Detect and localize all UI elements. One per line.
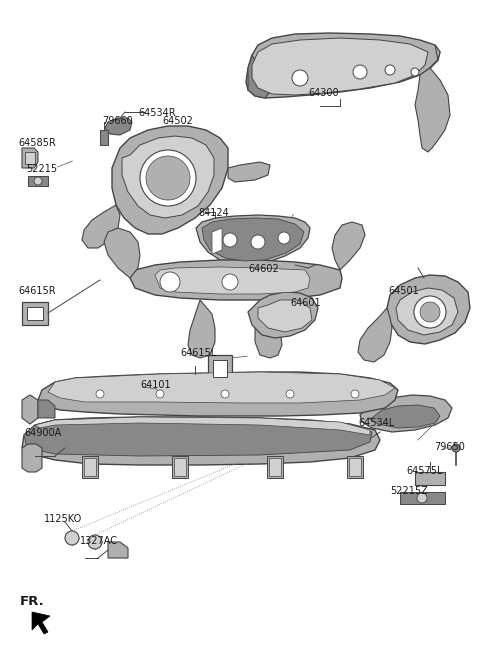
Polygon shape [213,360,227,377]
Text: 52215Z: 52215Z [390,486,428,496]
Text: 64615R: 64615R [18,286,56,296]
Text: 79660: 79660 [102,116,133,126]
Polygon shape [28,176,48,186]
Polygon shape [387,275,470,344]
Circle shape [146,156,190,200]
Circle shape [223,233,237,247]
Polygon shape [100,130,108,145]
Polygon shape [38,400,55,418]
Polygon shape [228,162,270,182]
Polygon shape [25,152,35,164]
Polygon shape [48,372,395,403]
Text: 52215: 52215 [26,164,57,174]
Circle shape [278,232,290,244]
Text: 64534L: 64534L [358,418,394,428]
Polygon shape [400,492,445,504]
Polygon shape [332,222,365,270]
Text: 84124: 84124 [198,208,229,218]
Polygon shape [22,148,38,168]
Circle shape [452,444,460,452]
Text: 64575L: 64575L [406,466,443,476]
Text: 1327AC: 1327AC [80,536,118,546]
Circle shape [385,65,395,75]
Polygon shape [358,308,392,362]
Polygon shape [22,417,380,465]
Polygon shape [255,300,282,358]
Text: 64900A: 64900A [24,428,61,438]
Polygon shape [368,405,440,428]
Circle shape [353,65,367,79]
Text: 64502: 64502 [162,116,193,126]
Circle shape [414,296,446,328]
Polygon shape [208,355,232,382]
Polygon shape [22,395,38,424]
Polygon shape [246,33,440,98]
Polygon shape [396,288,458,335]
Polygon shape [38,372,398,416]
Text: 64615L: 64615L [180,348,216,358]
Polygon shape [258,300,312,332]
Polygon shape [360,395,452,432]
Text: FR.: FR. [20,595,45,608]
Polygon shape [347,456,363,478]
Circle shape [286,390,294,398]
Polygon shape [172,456,188,478]
Polygon shape [24,417,372,456]
Circle shape [292,70,308,86]
Text: 64585R: 64585R [18,138,56,148]
Circle shape [221,390,229,398]
Polygon shape [108,542,128,558]
Polygon shape [248,292,318,338]
Polygon shape [248,55,270,98]
Circle shape [88,535,102,549]
Polygon shape [105,118,132,135]
Polygon shape [349,458,361,476]
Polygon shape [27,307,43,320]
Polygon shape [112,126,228,234]
Polygon shape [269,458,281,476]
Polygon shape [202,218,304,261]
Circle shape [156,390,164,398]
Text: 64101: 64101 [140,380,170,390]
Text: 79650: 79650 [434,442,465,452]
Text: 64601: 64601 [290,298,321,308]
Polygon shape [212,228,222,254]
Polygon shape [84,458,96,476]
Polygon shape [174,458,186,476]
Polygon shape [35,417,370,435]
Circle shape [65,531,79,545]
Polygon shape [82,456,98,478]
Text: 64534R: 64534R [138,108,176,118]
Text: 64602: 64602 [248,264,279,274]
Circle shape [251,235,265,249]
Polygon shape [130,260,342,300]
Polygon shape [22,302,48,325]
Text: 64501: 64501 [388,286,419,296]
Polygon shape [267,456,283,478]
Circle shape [140,150,196,206]
Text: 1125KO: 1125KO [44,514,82,524]
Circle shape [417,493,427,503]
Circle shape [96,390,104,398]
Polygon shape [196,215,310,265]
Circle shape [351,390,359,398]
Polygon shape [104,228,140,278]
Polygon shape [415,45,450,152]
Circle shape [411,68,419,76]
Circle shape [160,272,180,292]
Polygon shape [122,136,214,218]
Circle shape [222,274,238,290]
Text: 64300: 64300 [308,88,338,98]
Polygon shape [22,444,42,472]
Polygon shape [32,612,50,634]
Polygon shape [155,267,310,294]
Polygon shape [252,38,428,95]
Circle shape [34,177,42,185]
Polygon shape [415,472,445,485]
Circle shape [420,302,440,322]
Polygon shape [188,300,215,358]
Polygon shape [82,205,120,248]
